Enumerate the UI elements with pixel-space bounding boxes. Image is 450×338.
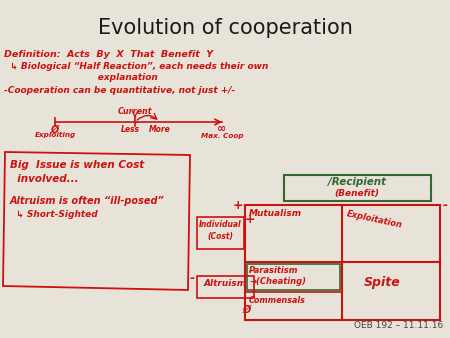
Text: Mutualism: Mutualism	[249, 209, 302, 218]
Text: Exploiting: Exploiting	[34, 132, 76, 138]
Text: ↳ Biological “Half Reaction”, each needs their own: ↳ Biological “Half Reaction”, each needs…	[4, 62, 268, 71]
Text: Spite: Spite	[364, 276, 401, 289]
Text: ∞: ∞	[217, 124, 227, 134]
Text: +: +	[233, 199, 243, 212]
Text: /Recipient: /Recipient	[328, 177, 386, 187]
Text: Ø: Ø	[243, 305, 251, 315]
Bar	[247, 264, 340, 290]
Text: Current: Current	[118, 107, 152, 116]
Text: Altruism is often “ill-posed”: Altruism is often “ill-posed”	[10, 196, 165, 206]
Text: (Benefit): (Benefit)	[334, 189, 379, 198]
Text: Altruism: Altruism	[203, 279, 247, 288]
Text: -: -	[190, 272, 195, 285]
Text: (Cost): (Cost)	[207, 232, 233, 241]
Text: Big  Issue is when Cost: Big Issue is when Cost	[10, 160, 144, 170]
Text: Max. Coop: Max. Coop	[201, 133, 243, 139]
Text: Less: Less	[121, 125, 140, 134]
Text: involved...: involved...	[10, 174, 79, 184]
Text: Commensals: Commensals	[249, 296, 306, 305]
Text: Exploitation: Exploitation	[346, 209, 404, 230]
Text: Ø: Ø	[51, 125, 59, 135]
Text: Definition:  Acts  By  X  That  Benefit  Y: Definition: Acts By X That Benefit Y	[4, 50, 213, 59]
Text: explanation: explanation	[4, 73, 158, 82]
Text: +: +	[245, 213, 256, 226]
Text: -: -	[443, 199, 448, 212]
Text: ↳ Short-Sighted: ↳ Short-Sighted	[10, 210, 98, 219]
Text: -Cooperation can be quantitative, not just +/-: -Cooperation can be quantitative, not ju…	[4, 86, 235, 95]
Text: More: More	[149, 125, 171, 134]
Text: OEB 192 – 11.11.16: OEB 192 – 11.11.16	[354, 321, 443, 330]
Text: →(Cheating): →(Cheating)	[249, 277, 306, 286]
Text: Parasitism: Parasitism	[249, 266, 298, 275]
Bar	[245, 205, 440, 320]
Text: Individual: Individual	[199, 220, 241, 229]
Text: Evolution of cooperation: Evolution of cooperation	[98, 18, 352, 38]
